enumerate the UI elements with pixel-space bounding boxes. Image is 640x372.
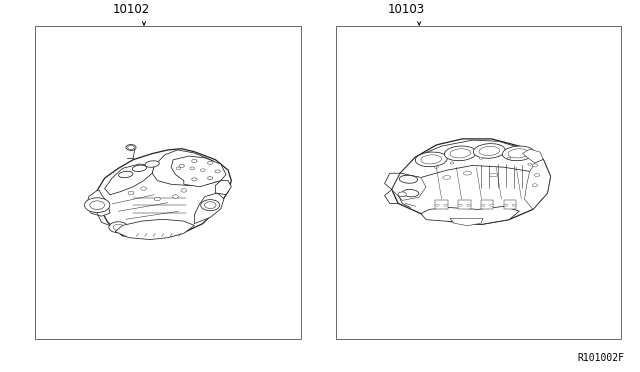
Ellipse shape xyxy=(463,171,472,175)
Ellipse shape xyxy=(126,144,136,150)
Ellipse shape xyxy=(479,157,483,159)
Ellipse shape xyxy=(512,204,516,206)
Polygon shape xyxy=(421,206,520,224)
Polygon shape xyxy=(104,164,154,195)
Polygon shape xyxy=(450,218,483,226)
Ellipse shape xyxy=(479,146,500,155)
Ellipse shape xyxy=(508,149,529,158)
Polygon shape xyxy=(152,150,224,186)
Ellipse shape xyxy=(132,165,147,171)
Ellipse shape xyxy=(109,222,128,233)
Ellipse shape xyxy=(90,201,104,209)
Ellipse shape xyxy=(399,175,418,183)
Ellipse shape xyxy=(113,224,124,230)
Ellipse shape xyxy=(181,189,187,192)
Ellipse shape xyxy=(534,174,540,177)
Polygon shape xyxy=(195,193,224,224)
Ellipse shape xyxy=(528,163,532,165)
Ellipse shape xyxy=(532,184,538,187)
Ellipse shape xyxy=(403,189,419,197)
Ellipse shape xyxy=(507,157,511,159)
Ellipse shape xyxy=(502,146,534,161)
Ellipse shape xyxy=(421,155,442,164)
Ellipse shape xyxy=(207,177,213,180)
Ellipse shape xyxy=(532,164,538,167)
Ellipse shape xyxy=(127,145,134,150)
Polygon shape xyxy=(392,139,550,224)
Polygon shape xyxy=(171,156,226,187)
Ellipse shape xyxy=(192,178,197,181)
Polygon shape xyxy=(458,201,470,209)
Polygon shape xyxy=(86,190,110,216)
Bar xyxy=(35,26,301,339)
Ellipse shape xyxy=(179,164,184,167)
Ellipse shape xyxy=(504,204,508,206)
Ellipse shape xyxy=(118,171,133,178)
Ellipse shape xyxy=(145,161,159,167)
Bar xyxy=(336,26,621,339)
Polygon shape xyxy=(97,149,231,238)
Polygon shape xyxy=(435,201,448,209)
Polygon shape xyxy=(481,201,493,209)
Polygon shape xyxy=(216,181,231,195)
Ellipse shape xyxy=(490,173,497,177)
Polygon shape xyxy=(400,140,550,177)
Ellipse shape xyxy=(192,160,197,163)
Ellipse shape xyxy=(436,204,439,206)
Polygon shape xyxy=(525,159,550,209)
Ellipse shape xyxy=(490,204,493,206)
Ellipse shape xyxy=(204,202,216,209)
Polygon shape xyxy=(392,173,426,201)
Ellipse shape xyxy=(481,204,485,206)
Polygon shape xyxy=(504,201,516,209)
Ellipse shape xyxy=(172,195,179,198)
Ellipse shape xyxy=(141,187,147,190)
Ellipse shape xyxy=(128,191,134,195)
Text: 10102: 10102 xyxy=(113,3,150,16)
Ellipse shape xyxy=(443,176,451,179)
Ellipse shape xyxy=(398,192,406,197)
Ellipse shape xyxy=(474,144,505,158)
Ellipse shape xyxy=(154,197,161,201)
Polygon shape xyxy=(522,149,543,163)
Ellipse shape xyxy=(467,204,470,206)
Ellipse shape xyxy=(84,198,110,212)
Ellipse shape xyxy=(444,204,447,206)
Ellipse shape xyxy=(176,167,181,170)
Ellipse shape xyxy=(450,162,454,164)
Ellipse shape xyxy=(200,169,205,171)
Ellipse shape xyxy=(450,149,470,158)
Text: R101002F: R101002F xyxy=(577,353,624,363)
Ellipse shape xyxy=(201,200,220,211)
Ellipse shape xyxy=(435,166,438,168)
Ellipse shape xyxy=(458,204,462,206)
Polygon shape xyxy=(115,219,195,240)
Ellipse shape xyxy=(215,170,220,173)
Text: 10103: 10103 xyxy=(388,3,425,16)
Ellipse shape xyxy=(444,146,476,161)
Ellipse shape xyxy=(415,152,447,167)
Ellipse shape xyxy=(207,161,213,164)
Ellipse shape xyxy=(190,167,195,170)
